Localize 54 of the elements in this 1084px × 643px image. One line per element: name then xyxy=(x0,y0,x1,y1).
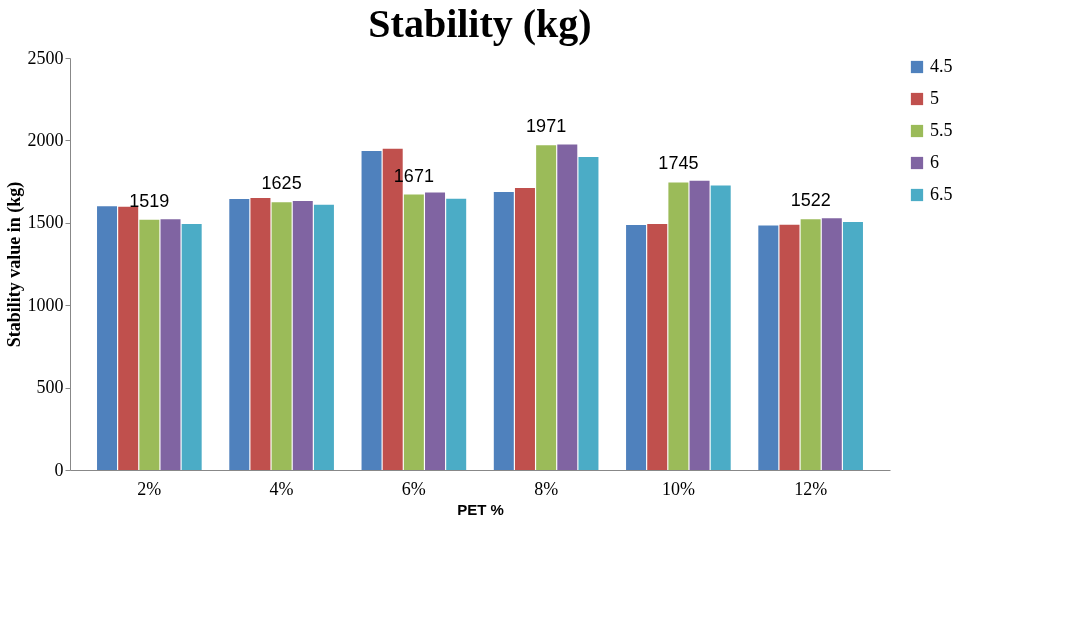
bar xyxy=(821,218,842,470)
y-tick-label: 1000 xyxy=(27,294,64,315)
data-label: 1745 xyxy=(658,153,699,174)
bar xyxy=(710,185,731,470)
legend-label: 5.5 xyxy=(930,120,953,140)
bar xyxy=(647,224,668,470)
legend-label: 5 xyxy=(930,88,939,108)
data-label: 1522 xyxy=(790,190,831,211)
bar xyxy=(758,225,779,470)
x-tick-label: 8% xyxy=(534,478,559,499)
data-label: 1519 xyxy=(129,190,170,211)
bar xyxy=(313,204,334,470)
data-label: 1625 xyxy=(261,173,302,194)
bar xyxy=(425,192,446,470)
x-tick-label: 4% xyxy=(269,478,294,499)
data-label: 1971 xyxy=(526,116,567,137)
bar xyxy=(250,198,271,470)
y-tick-label: 500 xyxy=(36,377,64,398)
y-axis-title: Stability value in (kg) xyxy=(3,181,25,348)
bar xyxy=(626,225,647,470)
bar xyxy=(536,145,557,470)
bar xyxy=(181,224,202,470)
y-tick-label: 2500 xyxy=(27,47,64,68)
bar xyxy=(514,188,535,470)
x-tick-label: 12% xyxy=(794,478,828,499)
bar xyxy=(361,151,382,470)
bar xyxy=(271,202,292,470)
x-tick-label: 10% xyxy=(661,478,695,499)
bar xyxy=(446,198,467,470)
bar xyxy=(160,219,181,470)
legend-label: 4.5 xyxy=(930,56,953,76)
bar xyxy=(557,144,578,470)
bar xyxy=(229,198,250,470)
bar xyxy=(403,194,424,470)
bar xyxy=(292,201,313,470)
bar xyxy=(668,182,689,470)
bar xyxy=(800,219,821,470)
bar xyxy=(779,224,800,470)
legend-label: 6.5 xyxy=(930,184,953,204)
x-tick-label: 6% xyxy=(401,478,426,499)
x-axis-title: PET % xyxy=(457,500,504,518)
bar xyxy=(493,191,514,470)
bar xyxy=(118,206,139,470)
y-tick-label: 0 xyxy=(54,459,64,480)
bar xyxy=(578,157,599,470)
bar xyxy=(689,180,710,470)
bar xyxy=(139,219,160,470)
bar xyxy=(97,206,118,470)
bar xyxy=(842,221,863,470)
legend-label: 6 xyxy=(930,152,939,172)
y-tick-label: 1500 xyxy=(27,212,64,233)
y-tick-label: 2000 xyxy=(27,129,64,150)
x-tick-label: 2% xyxy=(137,478,162,499)
chart-title: Stability (kg) xyxy=(368,1,592,46)
